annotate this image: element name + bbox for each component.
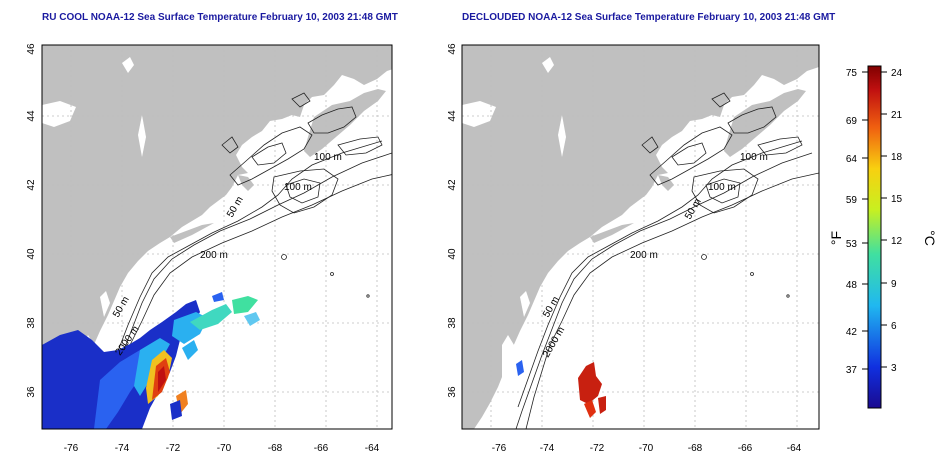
x-tick-label: -70 [639, 443, 654, 454]
x-tick-label: -76 [64, 443, 79, 454]
fahrenheit-tick: 59 [846, 195, 858, 206]
y-tick-label: 40 [26, 248, 37, 260]
left-y-axis: 46 44 42 40 38 36 [26, 43, 37, 398]
fahrenheit-tick: 42 [846, 327, 858, 338]
left-panel-title: RU COOL NOAA-12 Sea Surface Temperature … [42, 12, 398, 23]
x-tick-label: -72 [166, 443, 181, 454]
x-tick-label: -68 [268, 443, 283, 454]
contour-label: 100 m [284, 182, 312, 193]
x-tick-label: -72 [590, 443, 605, 454]
celsius-tick: 15 [891, 194, 903, 205]
fahrenheit-unit-label: °F [828, 231, 844, 245]
x-tick-label: -68 [688, 443, 703, 454]
y-tick-label: 46 [26, 43, 37, 55]
right-sst-layer [516, 360, 606, 418]
y-tick-label: 38 [26, 317, 37, 329]
colorbar: 75 69 64 59 53 48 42 37 24 21 18 15 12 9… [828, 65, 938, 409]
x-tick-label: -70 [217, 443, 232, 454]
y-tick-label: 36 [26, 386, 37, 398]
right-map-panel: 100 m 100 m 50 m 200 m 50 m 2000 m -76 -… [447, 43, 820, 454]
contour-label: 100 m [314, 152, 342, 163]
y-tick-label: 38 [447, 317, 458, 329]
fahrenheit-tick: 75 [846, 68, 858, 79]
y-tick-label: 42 [26, 179, 37, 191]
celsius-tick: 6 [891, 321, 897, 332]
fahrenheit-tick: 53 [846, 239, 858, 250]
x-tick-label: -64 [365, 443, 380, 454]
right-y-axis: 46 44 42 40 38 36 [447, 43, 458, 398]
fahrenheit-tick: 48 [846, 280, 858, 291]
right-x-axis: -76 -74 -72 -70 -68 -66 -64 [492, 443, 802, 454]
right-panel-title: DECLOUDED NOAA-12 Sea Surface Temperatur… [462, 12, 836, 23]
x-tick-label: -64 [787, 443, 802, 454]
fahrenheit-tick: 37 [846, 365, 858, 376]
celsius-tick: 21 [891, 110, 903, 121]
x-tick-label: -74 [540, 443, 555, 454]
contour-label: 200 m [630, 250, 658, 261]
celsius-ticks: 24 21 18 15 12 9 6 3 [891, 68, 903, 374]
celsius-tick: 12 [891, 236, 903, 247]
y-tick-label: 46 [447, 43, 458, 55]
x-tick-label: -66 [738, 443, 753, 454]
x-tick-label: -76 [492, 443, 507, 454]
celsius-tick: 9 [891, 279, 897, 290]
left-sst-layer [42, 292, 260, 429]
x-tick-label: -66 [314, 443, 329, 454]
y-tick-label: 42 [447, 179, 458, 191]
fahrenheit-tick: 64 [846, 154, 858, 165]
x-tick-label: -74 [115, 443, 130, 454]
y-tick-label: 44 [447, 110, 458, 122]
contour-label: 200 m [200, 250, 228, 261]
celsius-tick: 18 [891, 152, 903, 163]
left-map-panel: 100 m 100 m 50 m 200 m 50 m 2000 m -76 -… [26, 43, 393, 454]
celsius-unit-label: °C [922, 230, 938, 246]
contour-label: 100 m [740, 152, 768, 163]
celsius-tick: 24 [891, 68, 903, 79]
fahrenheit-ticks: 75 69 64 59 53 48 42 37 [846, 68, 858, 376]
celsius-tick: 3 [891, 363, 897, 374]
colorbar-gradient [867, 65, 882, 409]
y-tick-label: 44 [26, 110, 37, 122]
left-x-axis: -76 -74 -72 -70 -68 -66 -64 [64, 443, 380, 454]
contour-label: 100 m [708, 182, 736, 193]
y-tick-label: 40 [447, 248, 458, 260]
y-tick-label: 36 [447, 386, 458, 398]
fahrenheit-tick: 69 [846, 116, 858, 127]
